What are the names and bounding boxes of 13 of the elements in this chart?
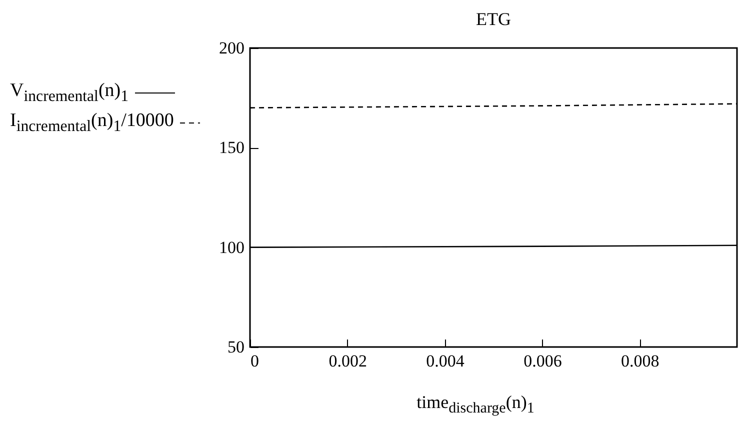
- y-tick-label: 200: [219, 38, 244, 58]
- legend-label: V$_{incremental}$(n)$_{1}$: [10, 80, 129, 106]
- x-axis-title: time$_{discharge}$(n)$_{1}$: [416, 392, 536, 418]
- chart-title: ETG: [476, 9, 511, 29]
- y-tick-label: 100: [219, 238, 244, 257]
- x-tick-label: 0: [250, 352, 259, 370]
- legend-label: I$_{incremental}$(n)$_{1}$/10000: [10, 110, 174, 136]
- y-tick-label: 150: [219, 138, 244, 158]
- x-tick-label: 0.008: [620, 352, 660, 370]
- x-tick-label: 0.006: [524, 352, 562, 370]
- x-tick-label: 0.002: [328, 352, 368, 370]
- y-tick-label: 50: [228, 338, 244, 356]
- x-tick-label: 0.004: [426, 352, 465, 370]
